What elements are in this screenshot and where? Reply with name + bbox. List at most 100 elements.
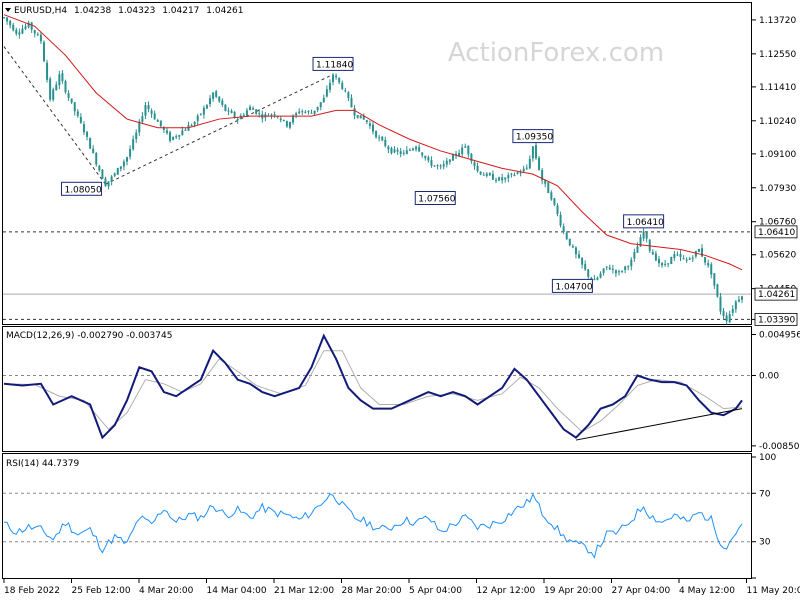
candle-body <box>571 246 574 248</box>
candle-body <box>534 145 537 159</box>
candle-body <box>639 237 642 247</box>
candle-body <box>319 102 322 108</box>
price-annotation-label: 1.11840 <box>316 60 353 70</box>
candle-body <box>141 116 144 122</box>
candle-body <box>488 173 491 176</box>
x-axis-tick-label: 14 Mar 04:00 <box>207 586 267 596</box>
candle-body <box>325 89 328 97</box>
rsi-axis-tick-label: 30 <box>759 538 771 548</box>
candle-body <box>98 165 101 171</box>
price-panel-frame <box>2 2 752 325</box>
candle-body <box>701 248 704 257</box>
candle-body <box>227 110 230 112</box>
candle-body <box>691 257 694 259</box>
price-annotation-box <box>60 181 102 196</box>
level-label-box <box>754 287 798 301</box>
candle-body <box>341 82 344 90</box>
macd-signal-line <box>3 350 743 433</box>
candle-body <box>199 113 202 115</box>
candle-body <box>86 131 89 137</box>
candle-body <box>728 314 731 323</box>
candle-body <box>381 136 384 141</box>
close-value: 1.04261 <box>206 6 243 16</box>
candle-body <box>190 125 193 127</box>
candle-body <box>89 137 92 149</box>
candle-body <box>725 315 728 322</box>
candle-body <box>304 111 307 113</box>
candle-body <box>439 165 442 167</box>
candle-body <box>599 273 602 278</box>
candle-body <box>92 148 95 154</box>
candle-body <box>298 111 301 114</box>
candle-body <box>27 22 30 28</box>
candle-body <box>565 232 568 240</box>
price-axis-tick-label: 1.10240 <box>759 117 796 127</box>
price-axis-tick-label: 1.07930 <box>759 184 796 194</box>
candle-body <box>258 113 261 115</box>
price-annotation-label: 1.04700 <box>555 282 592 292</box>
candle-body <box>279 118 282 121</box>
candle-body <box>633 251 636 259</box>
candle-body <box>664 263 667 265</box>
level-label-box <box>754 225 798 239</box>
rsi-axis-tick-label: 70 <box>759 489 771 499</box>
level-label-box <box>754 312 798 326</box>
rsi-line <box>3 493 743 559</box>
candle-body <box>138 121 141 133</box>
candle-body <box>104 178 107 187</box>
candle-body <box>215 91 218 97</box>
candle-body <box>76 111 79 116</box>
candle-body <box>255 109 258 114</box>
candle-body <box>153 113 156 120</box>
price-annotation-label: 1.06410 <box>627 218 664 228</box>
candle-body <box>15 29 18 34</box>
candle-body <box>276 116 279 118</box>
candle-body <box>593 279 596 281</box>
candle-body <box>82 124 85 133</box>
candle-body <box>353 108 356 116</box>
candle-body <box>458 153 461 157</box>
price-axis-tick-label: 1.12550 <box>759 50 796 60</box>
candle-body <box>731 309 734 313</box>
candle-body <box>55 84 58 91</box>
candle-body <box>129 149 132 157</box>
candle-body <box>614 270 617 274</box>
candle-body <box>79 116 82 123</box>
candle-body <box>365 120 368 123</box>
candle-body <box>347 92 350 99</box>
candle-body <box>73 102 76 112</box>
candle-body <box>627 266 630 268</box>
candle-body <box>538 157 541 170</box>
candle-body <box>651 252 654 255</box>
candle-body <box>704 257 707 263</box>
candle-body <box>679 254 682 258</box>
price-annotation-box <box>551 278 593 293</box>
candle-body <box>288 122 291 128</box>
candle-body <box>156 120 159 122</box>
candle-body <box>285 121 288 127</box>
candle-body <box>433 165 436 167</box>
candle-body <box>645 232 648 239</box>
x-axis-tick-label: 4 May 12:00 <box>679 586 735 596</box>
candle-body <box>556 205 559 215</box>
x-axis-tick-label: 19 Apr 20:00 <box>544 586 603 596</box>
macd-axis-tick-label: 0.004956 <box>759 331 800 341</box>
candle-body <box>335 75 338 78</box>
dropdown-triangle-icon[interactable] <box>5 8 11 12</box>
candle-body <box>359 115 362 119</box>
candle-body <box>710 264 713 275</box>
candle-body <box>507 175 510 179</box>
candle-body <box>470 153 473 162</box>
candle-body <box>135 132 138 140</box>
level-label: 1.04261 <box>758 290 795 300</box>
price-annotation-box <box>512 129 554 144</box>
candle-body <box>568 238 571 246</box>
candle-body <box>673 254 676 258</box>
x-axis-tick-label: 27 Apr 04:00 <box>612 586 671 596</box>
candle-body <box>162 127 165 130</box>
level-label: 1.03390 <box>758 315 795 325</box>
candle-body <box>390 147 393 154</box>
candle-body <box>224 104 227 111</box>
candle-body <box>282 119 285 121</box>
candle-body <box>421 152 424 156</box>
